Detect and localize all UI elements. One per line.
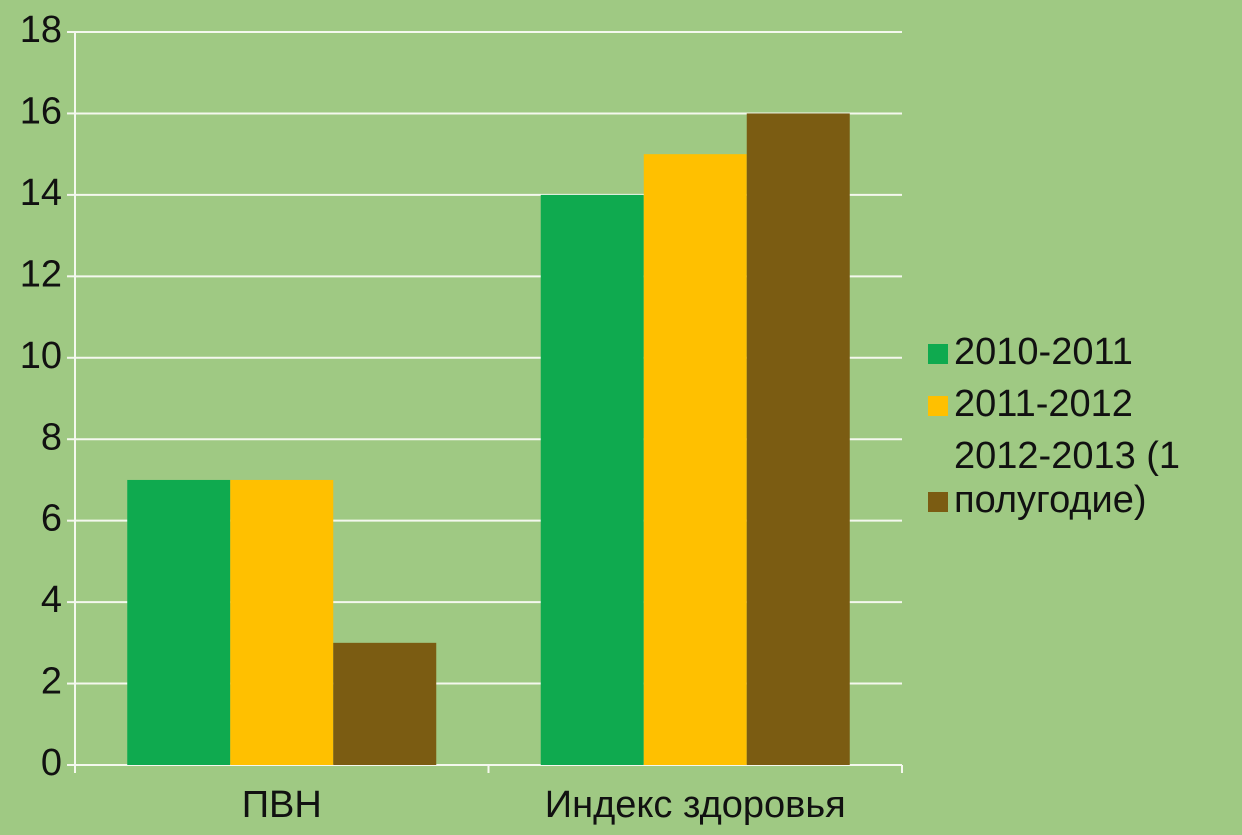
y-tick-label: 8 xyxy=(41,416,62,458)
bar xyxy=(746,113,850,765)
y-tick-label: 12 xyxy=(20,253,62,295)
legend-swatch xyxy=(928,344,948,364)
x-tick-label: Индекс здоровья xyxy=(545,784,846,826)
legend-swatch xyxy=(928,396,948,416)
bar xyxy=(540,194,644,765)
y-tick-label: 14 xyxy=(20,172,62,214)
bar xyxy=(230,479,334,765)
y-tick-label: 2 xyxy=(41,661,62,703)
y-tick-label: 0 xyxy=(41,742,62,784)
legend-swatch xyxy=(928,492,948,512)
bar xyxy=(333,642,437,765)
legend-item: 2011-2012 xyxy=(928,382,1228,426)
legend-item: 2010-2011 xyxy=(928,330,1228,374)
y-tick-label: 16 xyxy=(20,90,62,132)
legend: 2010-2011 2011-2012 2012-2013 (1 полугодие… xyxy=(928,330,1228,530)
legend-label: 2011-2012 xyxy=(954,383,1133,425)
bar xyxy=(643,154,747,765)
x-tick-label: ПВН xyxy=(242,784,322,826)
y-tick-label: 4 xyxy=(41,579,62,621)
y-tick-label: 10 xyxy=(20,335,62,377)
legend-label: 2012-2013 (1 полугодие) xyxy=(954,435,1181,521)
bar xyxy=(127,479,231,765)
legend-item: 2012-2013 (1 полугодие) xyxy=(928,434,1228,522)
y-tick-label: 6 xyxy=(41,498,62,540)
y-tick-label: 18 xyxy=(20,9,62,51)
legend-label: 2010-2011 xyxy=(954,331,1133,373)
